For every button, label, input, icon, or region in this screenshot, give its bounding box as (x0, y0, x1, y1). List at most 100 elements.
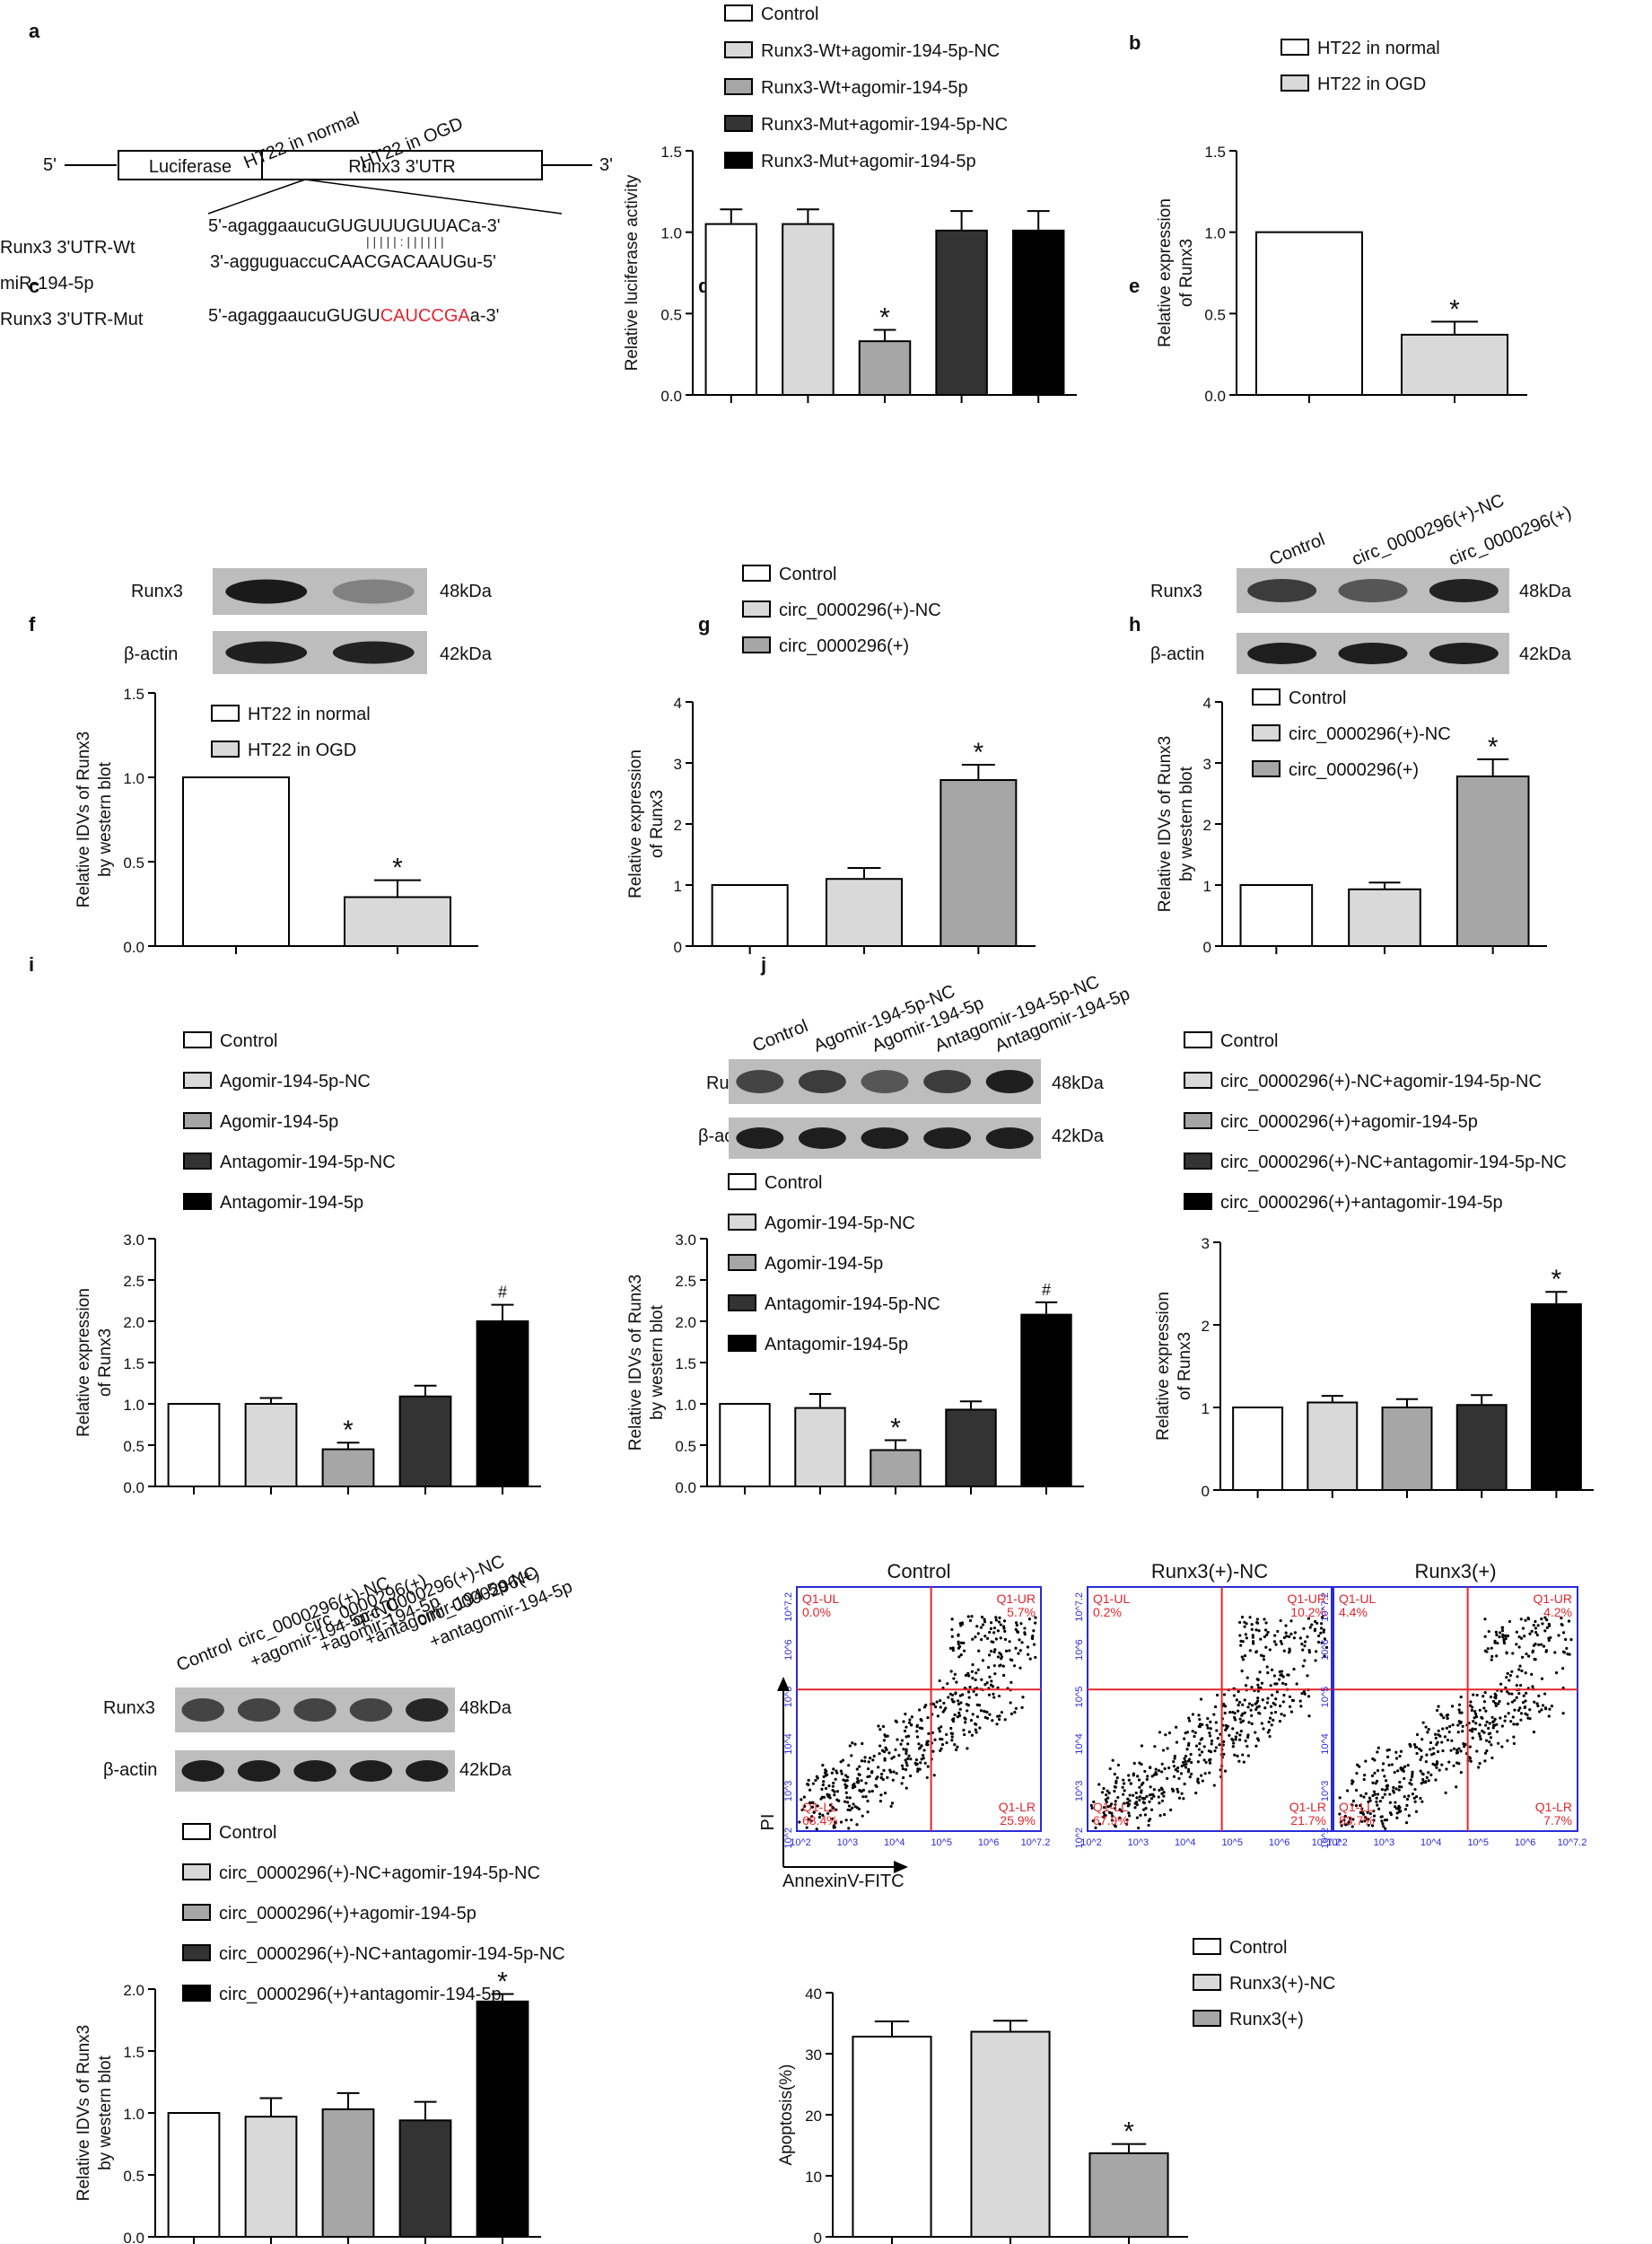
flow-dot (1000, 1655, 1004, 1659)
flow-dot (1185, 1748, 1189, 1751)
flow-dot (807, 1818, 810, 1821)
panel-letter-e: e (1129, 275, 1140, 297)
flow-dot (1489, 1736, 1492, 1740)
flow-dot (1115, 1776, 1119, 1780)
mutated-bases: CAUCCGA (380, 306, 471, 326)
flow-dot (1411, 1792, 1414, 1796)
flow-dot (889, 1770, 893, 1774)
flow-dot (1014, 1621, 1018, 1625)
flow-dot (1306, 1635, 1309, 1639)
flow-dot (1163, 1766, 1167, 1771)
flow-dot (1092, 1800, 1096, 1804)
flow-dot (964, 1717, 967, 1721)
flow-dot (942, 1701, 946, 1705)
y-axis-label: Relative expression (1156, 198, 1175, 347)
flow-dot (1132, 1793, 1135, 1797)
flow-dot (1517, 1708, 1521, 1713)
y-tick-label: 1.0 (675, 1397, 696, 1414)
quadrant-lr: 21.7% (1290, 1813, 1326, 1828)
quadrant-ll: 83.7% (1339, 1813, 1375, 1828)
flow-dot (1127, 1814, 1132, 1818)
blot-band (798, 1127, 846, 1149)
flow-dot (834, 1777, 837, 1781)
flow-dot (1198, 1753, 1202, 1757)
flow-dot (971, 1637, 975, 1641)
flow-dot (1495, 1730, 1499, 1733)
blot-e-runx3 (1237, 568, 1509, 613)
flow-dot (1540, 1643, 1543, 1646)
flow-dot (1315, 1621, 1319, 1626)
flow-dot (1393, 1805, 1397, 1809)
flow-dot (974, 1722, 977, 1726)
flow-dot (1319, 1626, 1324, 1630)
flow-dot (967, 1674, 971, 1678)
flow-y-tick: 10^2 (783, 1828, 794, 1849)
flow-dot (1534, 1619, 1537, 1624)
flow-dot (1237, 1704, 1240, 1707)
flow-plot-title: Runx3(+) (1414, 1560, 1496, 1582)
flow-dot (972, 1689, 975, 1694)
flow-dot (1519, 1718, 1523, 1722)
flow-dot (1447, 1730, 1451, 1734)
flow-dot (1140, 1744, 1144, 1748)
flow-x-tick: 10^2 (1326, 1837, 1348, 1848)
flow-dot (852, 1784, 855, 1787)
flow-dot (997, 1620, 1001, 1624)
flow-dot (832, 1781, 835, 1785)
flow-dot (1504, 1686, 1508, 1689)
flow-dot (927, 1731, 931, 1735)
flow-dot (1200, 1774, 1203, 1777)
blot-size-label: 42kDa (1052, 1126, 1105, 1146)
flow-dot (1474, 1722, 1478, 1725)
flow-dot (1266, 1696, 1270, 1700)
flow-dot (1223, 1769, 1228, 1773)
panel-letter-c: c (29, 275, 39, 297)
flow-dot (1322, 1628, 1325, 1632)
flow-dot (1490, 1756, 1494, 1760)
three-prime-label: 3' (599, 155, 613, 175)
flow-dot (1209, 1727, 1212, 1731)
flow-dot (1460, 1711, 1464, 1714)
flow-dot (933, 1738, 937, 1741)
mirna-sequence: 3'-agguguaccuCAACGACAAUGu-5' (210, 252, 496, 272)
flow-dot (1108, 1810, 1112, 1815)
flow-dot (1567, 1619, 1571, 1623)
flow-dot (1459, 1695, 1463, 1699)
utr-label: Runx3 3'UTR (348, 157, 455, 177)
flow-x-tick: 10^5 (1467, 1837, 1489, 1848)
bar (1530, 1303, 1582, 1491)
blot-band (861, 1070, 909, 1093)
flow-dot (1414, 1745, 1419, 1749)
flow-dot (1543, 1629, 1547, 1633)
flow-dot (1339, 1819, 1343, 1824)
bar (398, 2119, 452, 2239)
flow-dot (1218, 1743, 1221, 1747)
flow-dot (1519, 1636, 1524, 1640)
flow-dot (900, 1764, 905, 1767)
flow-dot (1431, 1747, 1435, 1750)
flow-dot (939, 1705, 942, 1709)
legend-swatch (724, 41, 753, 58)
flow-dot (1208, 1731, 1211, 1735)
flow-dot (815, 1828, 818, 1831)
flow-dot (900, 1782, 904, 1785)
flow-dot (1010, 1680, 1013, 1684)
legend-swatch (728, 1254, 756, 1271)
flow-dot (1385, 1779, 1388, 1783)
flow-dot (1240, 1655, 1244, 1659)
legend-i: Controlcirc_0000296(+)-NC+agomir-194-5p-… (182, 1823, 565, 2004)
flow-dot (1157, 1795, 1160, 1799)
y-tick-label: 0.5 (1204, 306, 1226, 323)
flow-dot (1455, 1785, 1458, 1789)
flow-x-tick: 10^6 (1515, 1837, 1536, 1848)
flow-dot (1116, 1795, 1120, 1800)
flow-dot (1028, 1657, 1032, 1661)
flow-dot (1154, 1771, 1158, 1775)
y-axis-label: Relative luciferase activity (623, 174, 642, 371)
lane-label: Control (1267, 530, 1328, 570)
flow-dot (1403, 1808, 1408, 1811)
flow-x-tick: 10^4 (884, 1837, 905, 1848)
flow-dot (1160, 1787, 1164, 1792)
flow-dot (1550, 1705, 1554, 1708)
blot-band (349, 1760, 393, 1782)
